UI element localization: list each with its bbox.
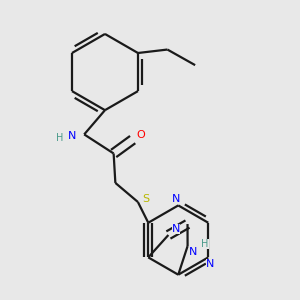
Text: N: N: [189, 247, 197, 257]
Text: H: H: [56, 133, 64, 143]
Text: N: N: [172, 194, 181, 204]
Text: N: N: [206, 259, 214, 269]
Text: H: H: [201, 239, 208, 249]
Text: N: N: [68, 131, 76, 141]
Text: O: O: [136, 130, 145, 140]
Text: N: N: [172, 224, 180, 234]
Text: S: S: [142, 194, 149, 204]
